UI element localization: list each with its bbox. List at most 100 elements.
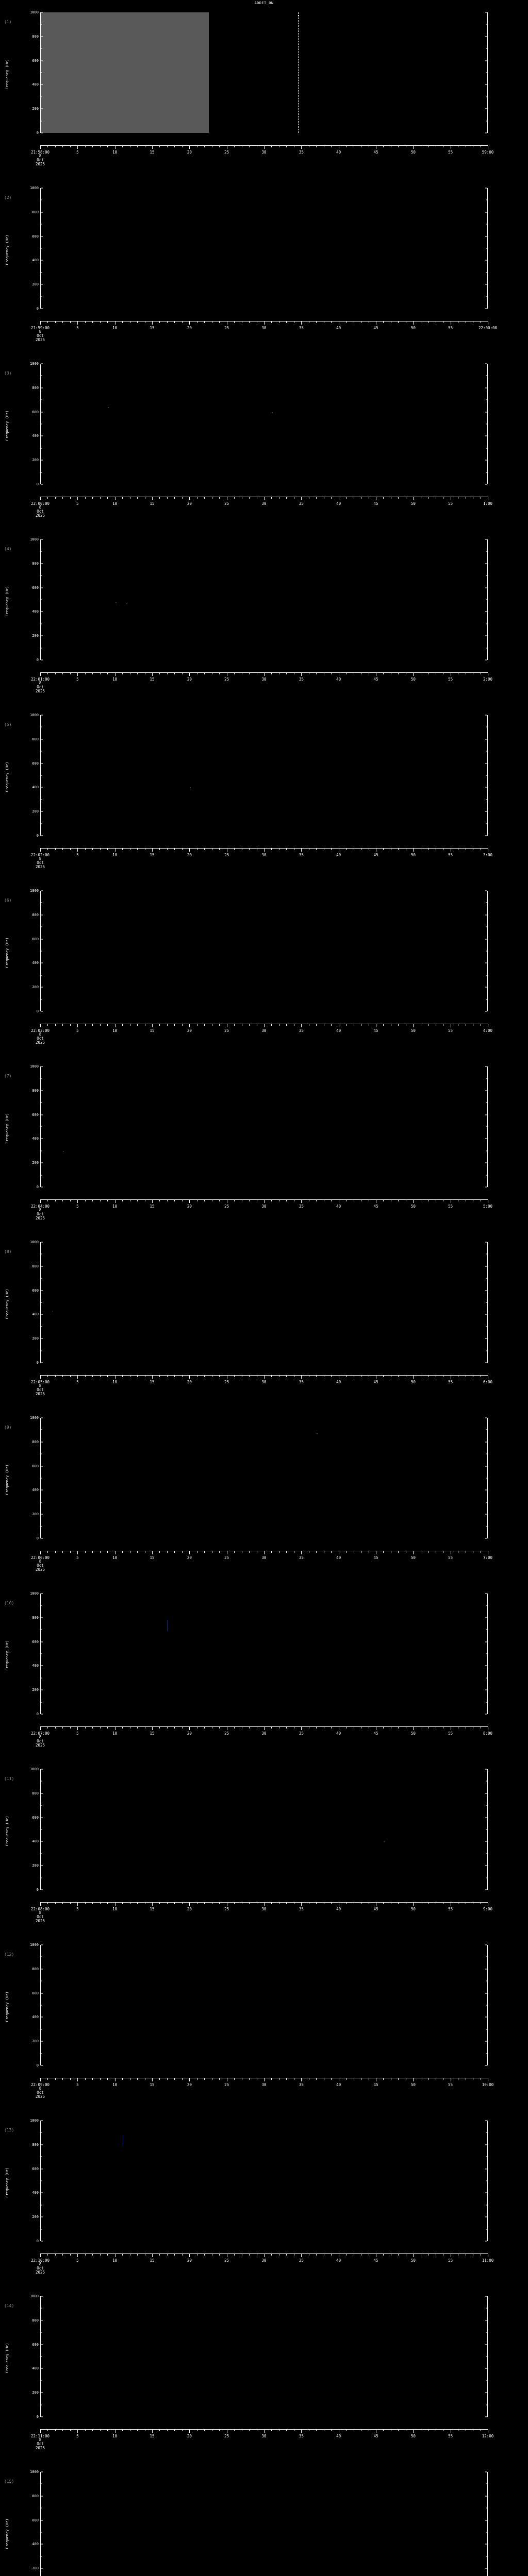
y-tick-minor (41, 248, 42, 249)
x-tick-mark (85, 2254, 86, 2256)
y-tick-minor (41, 1781, 42, 1782)
y-tick-label: 400 (32, 2015, 39, 2020)
x-tick-label: 5 (76, 1731, 79, 1736)
x-tick-mark (331, 497, 332, 499)
y-tick-label: 0 (36, 1712, 39, 1716)
x-tick-mark (331, 146, 332, 147)
x-tick-mark (331, 1903, 332, 1904)
x-axis: 22:04:00 5 10 15 20 25 30 35 40 45 50 55 5:00 8 Oct 202… (31, 1199, 492, 1221)
x-tick-mark (249, 2254, 250, 2256)
y-tick-minor (486, 1805, 487, 1806)
x-axis-date-stack: 8 Oct 2025 (36, 2438, 45, 2450)
x-tick-mark (234, 2430, 235, 2431)
x-tick-label: 25 (224, 853, 229, 857)
y-tick-minor (41, 2404, 42, 2405)
y-tick-minor (41, 1478, 42, 1479)
x-tick-label: 45 (373, 1555, 378, 1560)
x-tick-mark (383, 1200, 384, 1201)
x-tick-mark (70, 2430, 71, 2431)
date-line: 2025 (35, 1919, 45, 1923)
x-tick-mark (70, 1200, 71, 1201)
y-tick-label: 1000 (30, 1591, 39, 1596)
x-axis-date-stack: 8 Oct 2025 (36, 2087, 45, 2099)
x-tick-label: 10 (112, 326, 118, 330)
y-tick-mark (41, 1769, 43, 1770)
y-tick-mark (485, 1187, 487, 1188)
y-tick-mark (485, 2544, 487, 2545)
x-tick-mark (114, 1024, 116, 1027)
x-tick-label: 40 (336, 150, 341, 155)
x-tick-mark (413, 146, 414, 149)
x-tick-mark (234, 1376, 235, 1377)
x-tick-mark (189, 321, 190, 325)
x-tick-mark (219, 1551, 220, 1553)
x-tick-label: 35 (299, 1731, 304, 1736)
y-tick-mark (485, 539, 487, 540)
y-tick-mark (41, 1011, 43, 1012)
y-tick-label: 200 (32, 2215, 39, 2219)
y-tick-mark (485, 2368, 487, 2369)
x-tick-mark (55, 2254, 56, 2256)
x-tick-mark (271, 1727, 272, 1728)
y-tick-label: 600 (32, 2342, 39, 2347)
y-tick-label: 1000 (30, 1064, 39, 1069)
x-tick-label: 10 (112, 501, 118, 506)
x-tick-mark (286, 2430, 287, 2431)
y-tick-label: 400 (32, 434, 39, 438)
y-tick-label: 800 (32, 210, 39, 214)
x-tick-mark (100, 2430, 101, 2431)
x-tick-mark (107, 1376, 108, 1377)
x-tick-mark (70, 1727, 71, 1728)
y-tick-label: 0 (36, 1009, 39, 1013)
x-tick-mark (167, 497, 168, 499)
y-tick-label: 400 (32, 961, 39, 965)
x-tick-label: 45 (373, 2082, 378, 2087)
x-tick-mark (234, 1903, 235, 1904)
x-tick-label: 55 (448, 1204, 453, 1209)
x-tick-mark (331, 1200, 332, 1201)
x-tick-mark (85, 1903, 86, 1904)
x-tick-label: 5 (76, 1028, 79, 1033)
x-tick-mark (152, 497, 153, 500)
x-tick-mark (167, 2430, 168, 2431)
x-tick-label: 20 (187, 326, 192, 330)
x-tick-label: 15 (150, 2258, 155, 2263)
x-tick-mark (316, 849, 317, 850)
y-tick-label: 800 (32, 1615, 39, 1620)
y-tick-minor (41, 272, 42, 273)
y-tick-mark (485, 2296, 487, 2297)
x-tick-label: 20 (187, 1204, 192, 1209)
x-tick-mark (383, 2430, 384, 2431)
x-tick-mark (85, 1551, 86, 1553)
x-tick-label: 40 (336, 2434, 341, 2438)
x-tick-mark (249, 146, 250, 147)
date-line: 8 (39, 1910, 42, 1915)
x-tick-mark (159, 321, 160, 323)
y-tick-mark (41, 1338, 43, 1339)
x-axis-date-stack: 8 Oct 2025 (36, 1911, 45, 1923)
spectrogram-panel: (6) Frequency (Hz) 1000 800 600 400 200 0 22:03:… (0, 884, 528, 1059)
x-tick-label: 30 (261, 1028, 267, 1033)
y-tick-mark (485, 188, 487, 189)
y-tick-label: 0 (36, 482, 39, 486)
x-tick-mark (122, 2078, 123, 2080)
date-line: 2025 (35, 337, 45, 342)
x-tick-mark (182, 1903, 183, 1904)
spectrogram-panel: (4) Frequency (Hz) 1000 800 600 400 200 0 22:01:… (0, 532, 528, 708)
y-tick-label: 400 (32, 1664, 39, 1668)
